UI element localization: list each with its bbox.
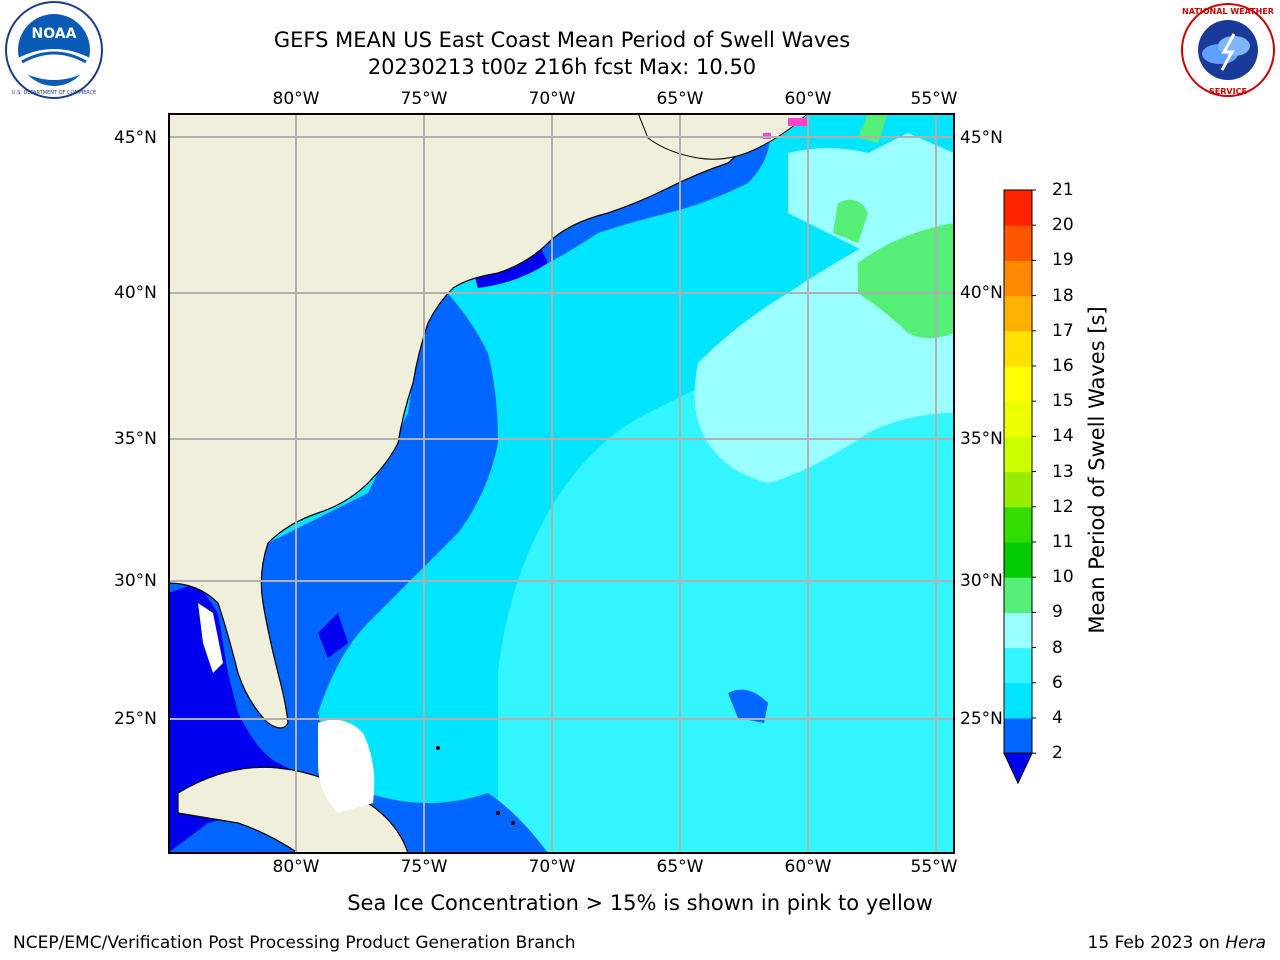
colorbar-tick-label: 20 [1052,215,1074,236]
colorbar-segment [1004,436,1032,473]
ocean-dark-blue-patch [318,613,348,658]
footer-date: 15 Feb 2023 on Hera [1087,933,1266,953]
colorbar-tick-label: 4 [1052,708,1063,728]
sea-ice-marks [788,118,808,126]
colorbar-segment [1004,718,1032,754]
lon-label-bottom: 80°W [272,857,320,877]
lat-label-right: 40°N [960,283,1003,303]
lon-label-top: 80°W [272,89,320,109]
colorbar-tick-label: 9 [1052,602,1063,623]
colorbar-tick-label: 16 [1052,356,1074,376]
ocean-pale-cyan-2 [788,133,954,263]
colorbar-tick-label: 10 [1052,567,1074,588]
colorbar-tick-label: 6 [1052,672,1063,693]
lat-label-right: 35°N [960,429,1003,449]
colorbar-tick-label: 17 [1052,320,1074,341]
colorbar-segment [1004,366,1032,402]
ocean-green [858,223,954,338]
noaa-logo: NOAA U.S. DEPARTMENT OF COMMERCE [5,1,103,99]
colorbar-tick-label: 21 [1052,180,1074,200]
map-frame [168,113,955,854]
colorbar-tick-label: 15 [1052,391,1074,412]
lat-label-left: 40°N [114,283,157,303]
colorbar-segment [1004,295,1032,332]
map-title: GEFS MEAN US East Coast Mean Period of S… [273,28,851,52]
lon-label-bottom: 65°W [656,857,704,877]
colorbar-segment [1004,682,1032,719]
svg-text:U.S. DEPARTMENT OF COMMERCE: U.S. DEPARTMENT OF COMMERCE [12,90,96,96]
lat-label-right: 25°N [960,709,1003,729]
colorbar-title: Mean Period of Swell Waves [s] [1085,306,1109,634]
lat-label-right: 30°N [960,571,1003,591]
colorbar-tick-label: 18 [1052,285,1074,306]
lon-label-top: 60°W [784,89,832,109]
svg-text:NOAA: NOAA [32,26,77,42]
lon-label-top: 70°W [528,89,576,109]
swell-period-map [168,113,955,854]
lon-label-bottom: 75°W [400,857,448,877]
lon-label-top: 55°W [910,89,958,109]
colorbar-segment [1004,330,1032,367]
colorbar-segment [1004,577,1032,613]
colorbar [1003,189,1036,785]
colorbar-segment [1004,506,1032,543]
graticule [168,113,954,853]
lon-label-bottom: 70°W [528,857,576,877]
lat-label-left: 30°N [114,571,157,591]
ocean-mid-blue-patch [728,689,768,723]
colorbar-tick-label: 13 [1052,461,1074,482]
lat-label-left: 35°N [114,429,157,449]
lon-label-top: 65°W [656,89,704,109]
colorbar-segment [1004,225,1032,261]
colorbar-segment [1004,612,1032,649]
footer-credit: NCEP/EMC/Verification Post Processing Pr… [13,933,576,953]
colorbar-extend-triangle [1003,752,1033,785]
colorbar-segment [1004,190,1032,226]
colorbar-segment [1004,471,1032,508]
colorbar-tick-label: 11 [1052,532,1074,552]
no-data-white [318,719,375,813]
ocean-light-cyan-2 [688,613,954,853]
svg-text:NATIONAL WEATHER: NATIONAL WEATHER [1182,7,1274,16]
land-north-america [168,113,750,729]
colorbar-tick-label: 14 [1052,426,1074,447]
svg-text:SERVICE: SERVICE [1209,87,1247,96]
colorbar-tick-label: 19 [1052,250,1074,271]
colorbar-tick-label: 8 [1052,637,1063,658]
colorbar-segment [1004,401,1032,437]
nws-logo: NATIONAL WEATHER SERVICE [1181,3,1275,97]
lat-label-right: 45°N [960,128,1003,148]
colorbar-tick-label: 2 [1052,743,1063,764]
sea-ice-note: Sea Ice Concentration > 15% is shown in … [347,891,933,915]
map-subtitle: 20230213 t00z 216h fcst Max: 10.50 [367,55,757,79]
colorbar-segment [1004,647,1032,684]
colorbar-segment [1004,542,1032,578]
lat-label-left: 25°N [114,709,157,729]
no-data-white-2 [198,603,223,673]
lon-label-bottom: 60°W [784,857,832,877]
ocean-green-3 [858,113,888,143]
lon-label-bottom: 55°W [910,857,958,877]
ocean-green-2 [833,199,868,243]
colorbar-tick-label: 12 [1052,496,1074,517]
land-cuba [177,766,409,853]
lat-label-left: 45°N [114,128,157,148]
lon-label-top: 75°W [400,89,448,109]
colorbar-segment [1004,260,1032,297]
